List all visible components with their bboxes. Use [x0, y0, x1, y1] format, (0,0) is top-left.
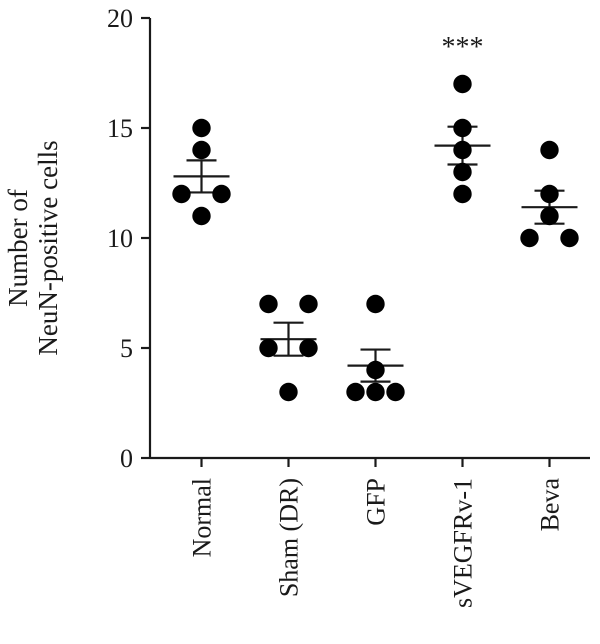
data-point — [453, 162, 472, 182]
y-axis-title: Number ofNeuN-positive cells — [3, 140, 63, 355]
y-tick-label: 0 — [120, 444, 133, 473]
y-tick-label: 20 — [107, 4, 133, 33]
data-point — [192, 140, 211, 160]
data-point — [299, 338, 318, 358]
error-bars — [173, 125, 578, 383]
data-point — [346, 382, 365, 402]
x-category-label: GFP — [362, 478, 391, 526]
significance-annotation: *** — [442, 32, 484, 63]
data-point — [366, 360, 385, 380]
data-point — [259, 338, 278, 358]
y-axis-ticks: 0 5 10 15 20 — [107, 4, 150, 473]
data-point — [259, 294, 278, 314]
y-tick-label: 15 — [107, 114, 133, 143]
annotations: *** — [442, 32, 484, 63]
data-point — [279, 382, 298, 402]
x-category-label: sVEGFRv-1 — [449, 478, 478, 608]
data-point — [453, 184, 472, 204]
y-axis-title-text: Number ofNeuN-positive cells — [3, 140, 63, 355]
data-point — [453, 118, 472, 138]
y-tick-label: 5 — [120, 334, 133, 363]
data-point — [366, 294, 385, 314]
data-point — [453, 74, 472, 94]
data-point — [299, 294, 318, 314]
error-bar — [173, 159, 230, 194]
y-tick-label: 10 — [107, 224, 133, 253]
data-point — [560, 228, 579, 248]
data-points — [172, 74, 579, 402]
data-point — [192, 206, 211, 226]
data-point — [192, 118, 211, 138]
x-category-label: Beva — [536, 478, 565, 532]
x-category-label: Normal — [188, 478, 217, 557]
data-point — [540, 206, 559, 226]
data-point — [520, 228, 539, 248]
data-point — [453, 140, 472, 160]
data-point — [366, 382, 385, 402]
x-category-label: Sham (DR) — [275, 478, 304, 597]
data-point — [172, 184, 191, 204]
data-point — [212, 184, 231, 204]
data-point — [386, 382, 405, 402]
data-point — [540, 140, 559, 160]
data-point — [540, 184, 559, 204]
x-axis-ticks: Normal Sham (DR) GFP sVEGFRv-1 Beva — [188, 458, 565, 608]
